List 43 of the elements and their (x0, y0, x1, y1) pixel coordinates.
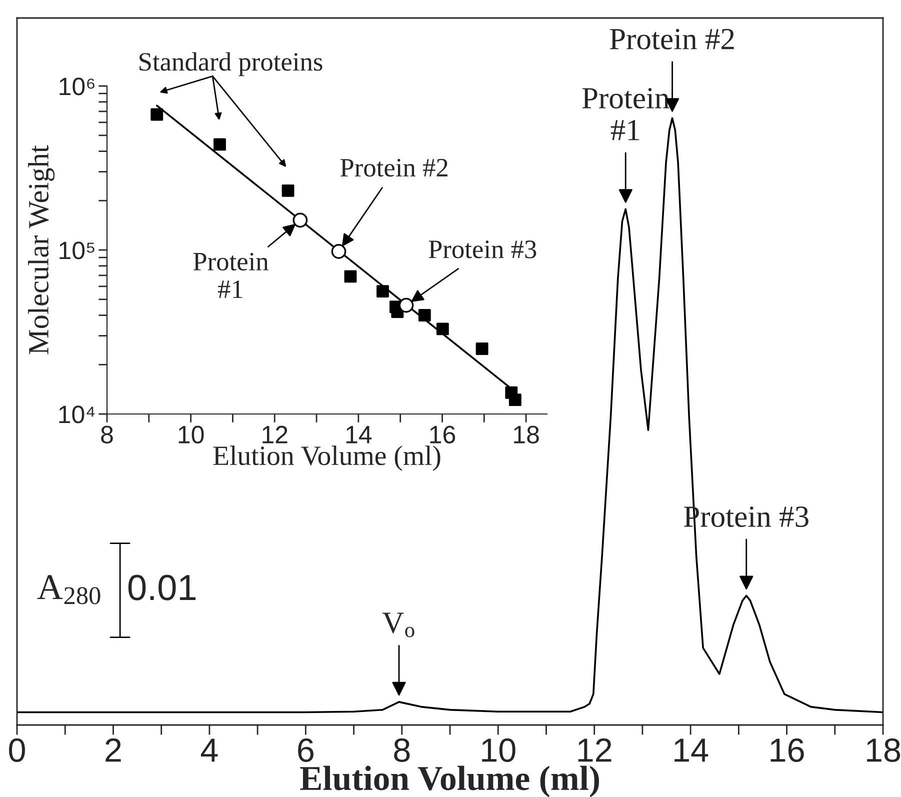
annotation: V$_{o}$ (382, 612, 414, 638)
annotation: Protein #1 (193, 252, 268, 298)
x-tick-label: 16 (770, 738, 804, 762)
point (292, 212, 308, 228)
point (376, 285, 389, 298)
x-tick-label: 10 (178, 426, 204, 444)
x-tick-label: 10 (482, 738, 516, 762)
annotation: Protein #2 (610, 28, 734, 50)
x-axis-title: Elution Volume (ml) (213, 446, 440, 471)
x-tick-label: 12 (578, 738, 612, 762)
x-tick-label: 6 (298, 738, 314, 762)
point (214, 138, 226, 151)
x-tick-label: 14 (674, 738, 708, 762)
point (344, 270, 357, 283)
y-tick-label: 10⁵ (60, 242, 94, 260)
point (476, 342, 488, 355)
annotation: Protein #3 (428, 240, 536, 258)
annotation: 0.01 (128, 574, 196, 600)
y-tick-label: 10⁴ (59, 406, 95, 424)
x-tick-label: 18 (867, 738, 900, 762)
point (282, 184, 294, 197)
x-tick-label: 14 (346, 426, 372, 444)
point (398, 298, 414, 313)
point (436, 322, 449, 336)
point (418, 309, 431, 322)
point (508, 394, 522, 406)
x-tick-label: 8 (101, 426, 113, 444)
x-tick-label: 2 (106, 738, 121, 762)
point (331, 244, 346, 259)
x-tick-label: 16 (430, 426, 456, 444)
x-tick-label: 18 (514, 426, 539, 444)
point (150, 108, 164, 121)
x-axis-title: Elution Volume (ml) (300, 766, 599, 797)
x-tick-label: 4 (200, 738, 218, 762)
annotation: Protein #1 (582, 88, 670, 140)
text: Standard proteins (140, 52, 322, 76)
annotation: A$_{280}$ (37, 575, 100, 604)
annotation: Protein #2 (340, 158, 448, 177)
x-tick-label: 0 (9, 738, 25, 762)
x-tick-label: 12 (262, 426, 288, 444)
y-axis-title: Molecular Weight (28, 145, 55, 354)
y-tick-label: 10⁶ (60, 78, 94, 96)
x-tick-label: 8 (394, 738, 410, 762)
